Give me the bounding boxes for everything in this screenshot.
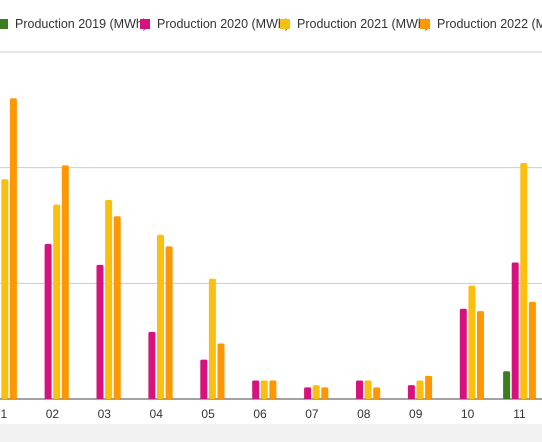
bar-2021-07[interactable] [312,385,320,399]
x-tick-label: 11 [513,407,526,421]
x-tick-label: 02 [46,407,60,421]
bar-2020-11[interactable] [511,262,519,399]
bar-2022-01[interactable] [9,98,17,400]
x-tick-label: 06 [253,407,267,421]
legend-swatch [280,19,290,29]
bar-2021-06[interactable] [260,380,268,399]
x-tick-label: 10 [461,407,475,421]
legend-label[interactable]: Production 2022 (MWh) [437,17,542,31]
bar-2022-05[interactable] [217,343,225,399]
legend: Production 2019 (MWh) Production 2020 (MW… [0,17,542,31]
bar-2022-09[interactable] [425,375,433,399]
bar-2020-05[interactable] [200,359,208,399]
bar-2021-10[interactable] [468,285,476,399]
bar-2021-03[interactable] [105,200,113,399]
x-tick-label: 07 [305,407,319,421]
bottom-band [0,424,542,442]
legend-swatch [420,19,430,29]
bar-2022-04[interactable] [165,246,173,399]
bar-2020-10[interactable] [459,308,467,399]
x-axis-ticks: 01 02 03 04 05 06 07 08 09 10 11 [0,407,526,421]
bar-2021-11[interactable] [520,163,528,399]
bar-2021-05[interactable] [208,278,216,399]
bar-2021-02[interactable] [53,204,61,399]
bar-2021-04[interactable] [157,234,164,399]
x-tick-label: 08 [357,407,371,421]
bar-2020-02[interactable] [44,244,52,399]
bar-2022-08[interactable] [373,387,381,399]
bars [1,98,536,400]
bar-2021-08[interactable] [364,380,372,399]
bar-2022-07[interactable] [321,387,329,399]
legend-swatch [140,19,150,29]
legend-swatch [0,19,8,29]
bar-2020-09[interactable] [407,385,415,399]
bar-2019-11[interactable] [503,371,511,399]
legend-label[interactable]: Production 2019 (MWh) [15,17,147,31]
bar-2022-11[interactable] [528,301,536,399]
x-tick-label: 09 [409,407,423,421]
bar-2022-02[interactable] [61,165,69,399]
x-tick-label: 04 [150,407,164,421]
legend-label[interactable]: Production 2021 (MWh) [297,17,429,31]
bar-2021-09[interactable] [416,380,424,399]
bar-2020-03[interactable] [96,264,104,399]
x-tick-label: 01 [0,407,7,421]
bar-2020-06[interactable] [252,380,260,399]
bar-2022-06[interactable] [269,380,277,399]
bar-2020-07[interactable] [304,387,312,399]
bar-2022-10[interactable] [477,311,484,399]
bar-2020-04[interactable] [148,331,156,399]
legend-label[interactable]: Production 2020 (MWh) [157,17,289,31]
bar-2021-01[interactable] [1,179,9,399]
bar-2020-08[interactable] [356,380,363,399]
x-tick-label: 05 [201,407,215,421]
bar-2022-03[interactable] [113,216,121,399]
x-tick-label: 03 [98,407,112,421]
